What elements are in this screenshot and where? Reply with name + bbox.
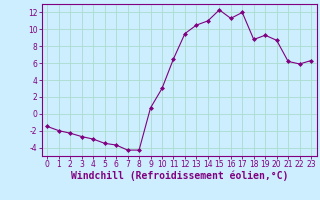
X-axis label: Windchill (Refroidissement éolien,°C): Windchill (Refroidissement éolien,°C) bbox=[70, 171, 288, 181]
